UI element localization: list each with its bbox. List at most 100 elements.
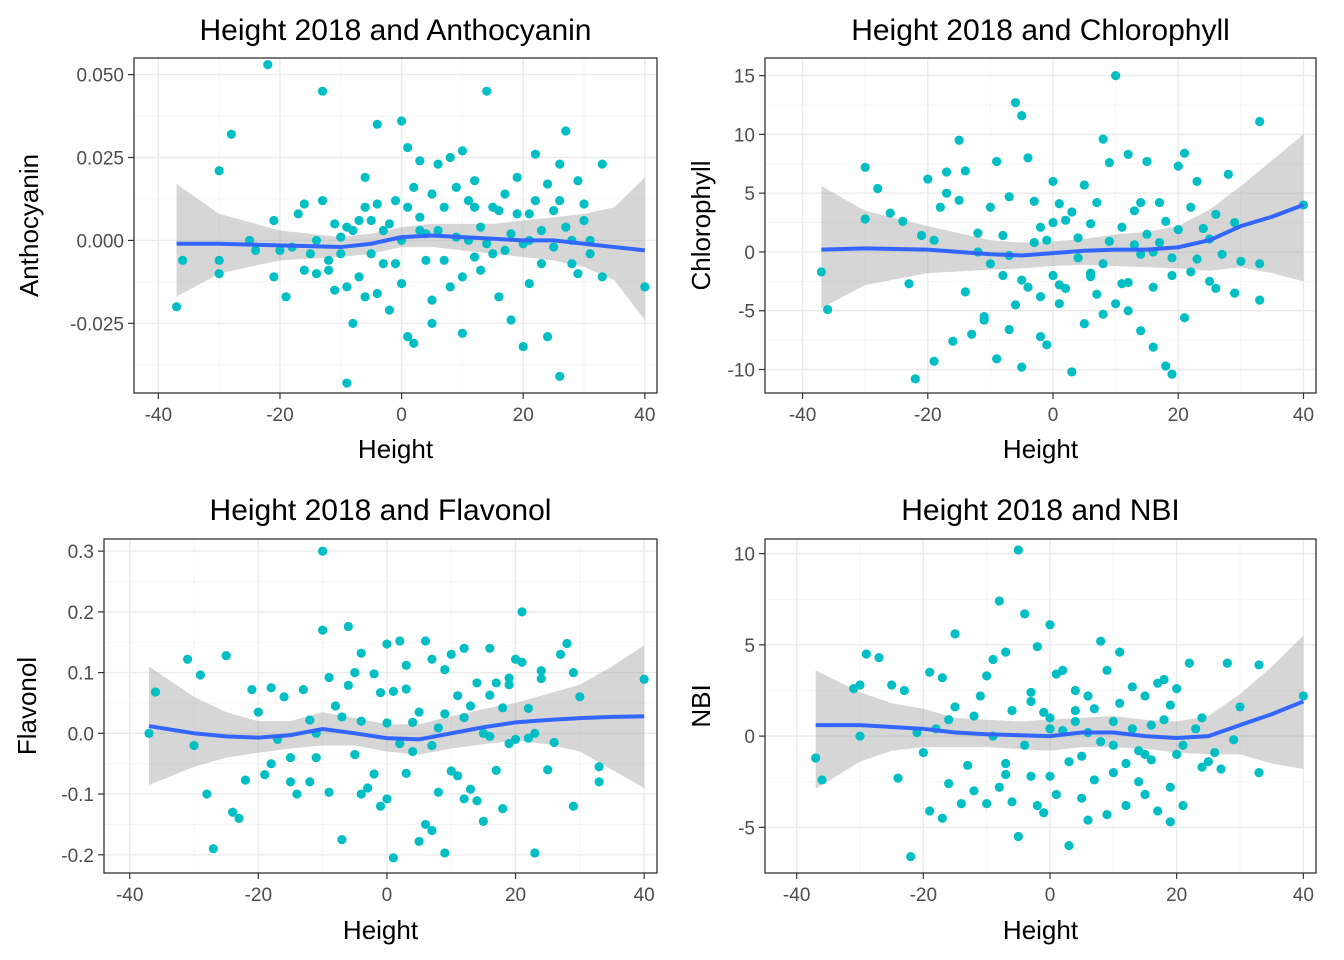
scatter-point — [396, 278, 407, 289]
y-tick-label: 10 — [734, 125, 755, 146]
scatter-point — [433, 225, 443, 236]
scatter-point — [1048, 176, 1058, 187]
scatter-point — [536, 225, 547, 236]
scatter-point — [992, 354, 1002, 364]
scatter-point — [285, 753, 296, 763]
scatter-point — [214, 255, 224, 265]
scatter-point — [1127, 724, 1137, 734]
scatter-point — [350, 668, 360, 678]
x-tick-label: 20 — [513, 405, 534, 426]
x-tick-label: 40 — [634, 405, 655, 426]
scatter-point — [401, 768, 411, 779]
scatter-point — [214, 268, 224, 279]
scatter-point — [354, 215, 364, 226]
scatter-point — [457, 272, 467, 282]
chart-title: Height 2018 and NBI — [901, 494, 1180, 527]
scatter-point — [491, 765, 501, 775]
scatter-point — [963, 760, 973, 770]
scatter-point — [954, 135, 964, 145]
scatter-point — [472, 796, 482, 806]
scatter-point — [1111, 71, 1121, 81]
scatter-point — [811, 753, 821, 763]
scatter-point — [573, 176, 583, 186]
scatter-point — [342, 282, 352, 292]
scatter-point — [530, 196, 540, 206]
scatter-point — [1032, 800, 1042, 811]
scatter-point — [1255, 259, 1265, 269]
scatter-point — [445, 152, 455, 163]
scatter-point — [324, 265, 334, 275]
scatter-point — [498, 703, 508, 713]
scatter-point — [366, 249, 376, 259]
x-tick-label: 0 — [396, 405, 407, 426]
scatter-point — [279, 692, 289, 702]
scatter-point — [378, 259, 388, 269]
scatter-point — [1146, 720, 1156, 730]
scatter-point — [360, 202, 370, 212]
scatter-point — [874, 653, 884, 663]
y-tick-label: 0.050 — [76, 66, 124, 87]
scatter-point — [1148, 342, 1158, 352]
panel-background — [765, 539, 1316, 873]
scatter-point — [440, 848, 450, 858]
scatter-point — [1067, 367, 1077, 377]
panel-border — [764, 57, 1317, 394]
scatter-point — [324, 787, 334, 797]
scatter-point — [1035, 292, 1046, 302]
scatter-point — [214, 166, 224, 176]
x-axis-title: Height — [1003, 434, 1079, 464]
scatter-point — [1085, 219, 1096, 229]
scatter-point — [439, 202, 449, 212]
scatter-point — [1173, 225, 1183, 235]
scatter-point — [1203, 757, 1213, 767]
scatter-point — [354, 272, 364, 282]
scatter-point — [356, 648, 366, 658]
scatter-point — [1077, 751, 1087, 761]
scatter-point — [1117, 222, 1127, 232]
scatter-point — [1096, 636, 1106, 646]
scatter-point — [1136, 197, 1146, 208]
scatter-point — [463, 196, 474, 206]
scatter-point — [500, 189, 510, 199]
scatter-point — [1108, 716, 1118, 727]
x-tick-label: -20 — [914, 405, 941, 426]
scatter-point — [1001, 647, 1011, 657]
scatter-point — [597, 159, 607, 169]
scatter-point — [1172, 749, 1182, 759]
scatter-point — [1004, 324, 1014, 335]
scatter-point — [918, 747, 928, 758]
scatter-point — [1079, 180, 1089, 190]
scatter-point — [985, 259, 996, 269]
scatter-point — [269, 215, 279, 226]
scatter-point — [925, 667, 935, 677]
scatter-point — [585, 249, 595, 259]
x-tick-label: 20 — [505, 885, 526, 906]
scatter-point — [1035, 222, 1046, 232]
scatter-point — [476, 265, 486, 275]
scatter-point — [1096, 736, 1106, 747]
chart-panel-1: -40 -20 0 20 40 -10 -5 0 5 10 15 Height 2018 and Ch… — [686, 14, 1317, 464]
scatter-point — [1136, 326, 1146, 336]
scatter-point — [555, 649, 566, 659]
scatter-point — [305, 777, 315, 787]
scatter-point — [1140, 691, 1150, 701]
scatter-point — [929, 356, 939, 366]
scatter-point — [469, 202, 480, 212]
scatter-point — [1173, 161, 1183, 171]
x-axis-title: Height — [1003, 915, 1079, 945]
scatter-point — [1045, 713, 1055, 723]
scatter-point — [348, 318, 358, 328]
scatter-point — [542, 179, 553, 189]
scatter-point — [445, 282, 455, 292]
scatter-point — [337, 835, 347, 845]
scatter-point — [639, 674, 649, 684]
scatter-point — [1179, 313, 1190, 323]
scatter-point — [395, 739, 405, 749]
scatter-point — [1254, 660, 1264, 670]
scatter-point — [263, 60, 273, 70]
scatter-point — [446, 766, 456, 776]
scatter-point — [1060, 215, 1071, 225]
scatter-point — [555, 371, 565, 382]
scatter-point — [1098, 134, 1108, 144]
y-tick-label: 0.1 — [68, 664, 94, 685]
